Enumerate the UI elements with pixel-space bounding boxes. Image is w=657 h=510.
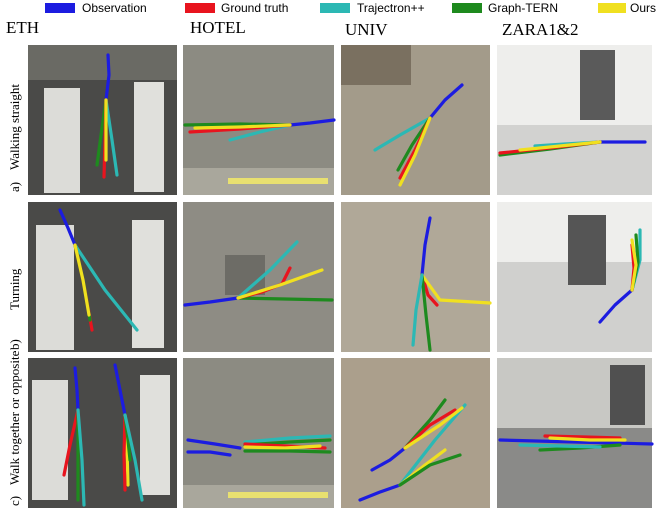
legend-swatch <box>185 3 215 13</box>
row-label: Walk together or opposite <box>7 350 22 485</box>
row-letter: c) <box>7 496 22 506</box>
panel-univ-a <box>341 45 490 195</box>
legend-swatch <box>452 3 482 13</box>
panel-zara-c <box>497 358 652 508</box>
panel-eth-b <box>28 202 177 352</box>
row-letter: b) <box>7 339 22 350</box>
legend-swatch <box>45 3 75 13</box>
column-header: UNIV <box>345 20 388 39</box>
legend-label: Trajectron++ <box>357 1 425 15</box>
panel-hotel-b <box>183 202 334 352</box>
legend-swatch <box>320 3 350 13</box>
panel-eth-a <box>28 45 177 195</box>
panel-eth-c <box>28 358 177 508</box>
row-label: Walking straight <box>7 84 22 170</box>
legend: Observation Ground truth Trajectron++ Gr… <box>45 1 656 15</box>
panel-hotel-a <box>183 45 334 195</box>
legend-label: Ours <box>630 1 656 15</box>
legend-label: Ground truth <box>221 1 288 15</box>
column-header: ETH <box>6 18 39 37</box>
panel-univ-c <box>341 358 490 508</box>
column-header: HOTEL <box>190 18 246 37</box>
row-label: Turning <box>7 268 22 310</box>
panel-zara-b <box>497 202 652 352</box>
figure: Observation Ground truth Trajectron++ Gr… <box>0 0 657 510</box>
row-letter: a) <box>7 182 22 192</box>
legend-label: Observation <box>82 1 147 15</box>
page: Observation Ground truth Trajectron++ Gr… <box>0 0 657 510</box>
legend-swatch <box>598 3 626 13</box>
column-header: ZARA1&2 <box>502 20 579 39</box>
legend-label: Graph-TERN <box>488 1 558 15</box>
panel-zara-a <box>497 45 652 195</box>
panel-univ-b <box>341 202 490 352</box>
panel-hotel-c <box>183 358 334 508</box>
